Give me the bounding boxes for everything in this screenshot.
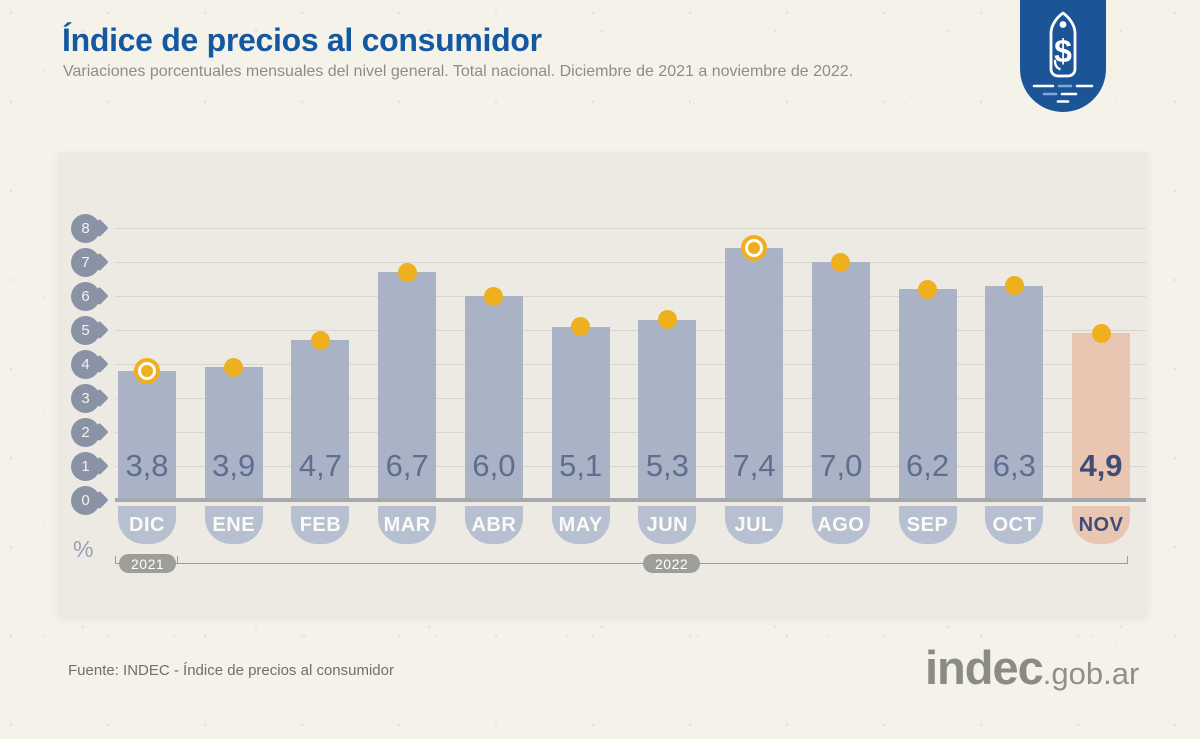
bar-value-may: 5,1 bbox=[559, 448, 603, 483]
bar-oct bbox=[985, 285, 1044, 500]
bar-marker-jun bbox=[657, 310, 677, 330]
bar-marker-jul bbox=[741, 235, 768, 262]
bar-value-jul: 7,4 bbox=[732, 448, 776, 483]
bar-marker-ene bbox=[224, 357, 244, 377]
bar-marker-sep bbox=[918, 279, 938, 299]
indec-logo: indec .gob.ar bbox=[925, 640, 1139, 695]
indec-logo-main: indec bbox=[925, 641, 1044, 694]
gridline-6 bbox=[115, 296, 1146, 297]
gridline-7 bbox=[115, 262, 1146, 263]
bar-abr bbox=[464, 296, 523, 500]
bar-value-dic: 3,8 bbox=[125, 448, 169, 483]
bar-marker-feb bbox=[310, 330, 330, 350]
month-label-jun: JUN bbox=[638, 506, 697, 544]
year-pill-2021: 2021 bbox=[119, 554, 177, 573]
bar-nov bbox=[1072, 333, 1131, 500]
bar-value-sep: 6,2 bbox=[906, 448, 950, 483]
bar-marker-abr bbox=[484, 286, 504, 306]
month-label-dic: DIC bbox=[118, 506, 176, 544]
y-tick-2: 2 bbox=[71, 417, 100, 447]
bar-value-feb: 4,7 bbox=[298, 448, 342, 483]
timeline-tick-0 bbox=[115, 556, 116, 564]
month-label-ago: AGO bbox=[811, 506, 870, 544]
y-tick-5: 5 bbox=[71, 315, 100, 345]
gridline-5 bbox=[115, 330, 1146, 331]
y-tick-6: 6 bbox=[71, 281, 100, 311]
y-tick-4: 4 bbox=[71, 349, 100, 379]
timeline-line bbox=[115, 563, 1128, 564]
month-label-abr: ABR bbox=[464, 506, 523, 544]
timeline-tick-2 bbox=[1127, 556, 1128, 564]
bar-marker-dic bbox=[134, 357, 160, 384]
svg-text:$: $ bbox=[1054, 33, 1072, 69]
bar-jul bbox=[725, 248, 784, 500]
price-tag-glyph: $ bbox=[1032, 11, 1094, 103]
month-label-jul: JUL bbox=[725, 506, 784, 544]
y-axis-unit-label: % bbox=[73, 536, 94, 562]
year-pill-2022: 2022 bbox=[643, 554, 701, 573]
bar-marker-oct bbox=[1004, 276, 1024, 296]
source-note: Fuente: INDEC - Índice de precios al con… bbox=[68, 662, 394, 679]
y-tick-1: 1 bbox=[71, 451, 100, 481]
y-tick-8: 8 bbox=[71, 213, 100, 243]
month-label-feb: FEB bbox=[291, 506, 350, 544]
month-label-oct: OCT bbox=[985, 506, 1044, 544]
bar-sep bbox=[898, 289, 957, 500]
bar-marker-may bbox=[571, 317, 591, 337]
month-label-may: MAY bbox=[551, 506, 610, 544]
bar-marker-mar bbox=[397, 262, 417, 282]
bar-ago bbox=[811, 262, 870, 500]
y-tick-7: 7 bbox=[71, 247, 100, 277]
bar-value-ago: 7,0 bbox=[819, 448, 863, 483]
bar-value-nov: 4,9 bbox=[1079, 448, 1123, 483]
y-tick-3: 3 bbox=[71, 383, 100, 413]
chart-panel: 8 7 6 5 4 3 2 1 0 3,8 DIC 3,9 ENE 4,7 FEB 6,7 MAR 6,0 ABR… bbox=[58, 152, 1148, 616]
bar-marker-ago bbox=[831, 252, 851, 272]
bar-jun bbox=[638, 319, 697, 500]
bar-marker-nov bbox=[1091, 323, 1111, 343]
page-title: Índice de precios al consumidor bbox=[62, 22, 542, 58]
gridline-1 bbox=[115, 466, 1146, 467]
gridline-3 bbox=[115, 398, 1146, 399]
bar-value-mar: 6,7 bbox=[385, 448, 429, 483]
month-label-nov: NOV bbox=[1072, 506, 1131, 544]
gridline-2 bbox=[115, 432, 1146, 433]
bar-ene bbox=[204, 367, 263, 500]
price-tag-icon: $ bbox=[1020, 0, 1106, 112]
month-label-ene: ENE bbox=[204, 506, 263, 544]
bar-dic bbox=[118, 370, 176, 500]
bar-may bbox=[551, 326, 610, 500]
page-subtitle: Variaciones porcentuales mensuales del n… bbox=[63, 63, 854, 80]
indec-logo-suffix: .gob.ar bbox=[1042, 656, 1140, 691]
bar-mar bbox=[378, 272, 437, 500]
month-label-sep: SEP bbox=[898, 506, 957, 544]
bar-value-ene: 3,9 bbox=[212, 448, 256, 483]
y-tick-0: 0 bbox=[71, 485, 100, 515]
month-label-mar: MAR bbox=[378, 506, 437, 544]
gridline-8 bbox=[115, 228, 1146, 229]
x-axis-baseline bbox=[115, 498, 1146, 502]
bar-value-abr: 6,0 bbox=[472, 448, 516, 483]
gridline-4 bbox=[115, 364, 1146, 365]
bar-value-jun: 5,3 bbox=[645, 448, 689, 483]
bar-feb bbox=[291, 340, 350, 500]
timeline-tick-1 bbox=[177, 556, 178, 564]
bar-value-oct: 6,3 bbox=[992, 448, 1036, 483]
